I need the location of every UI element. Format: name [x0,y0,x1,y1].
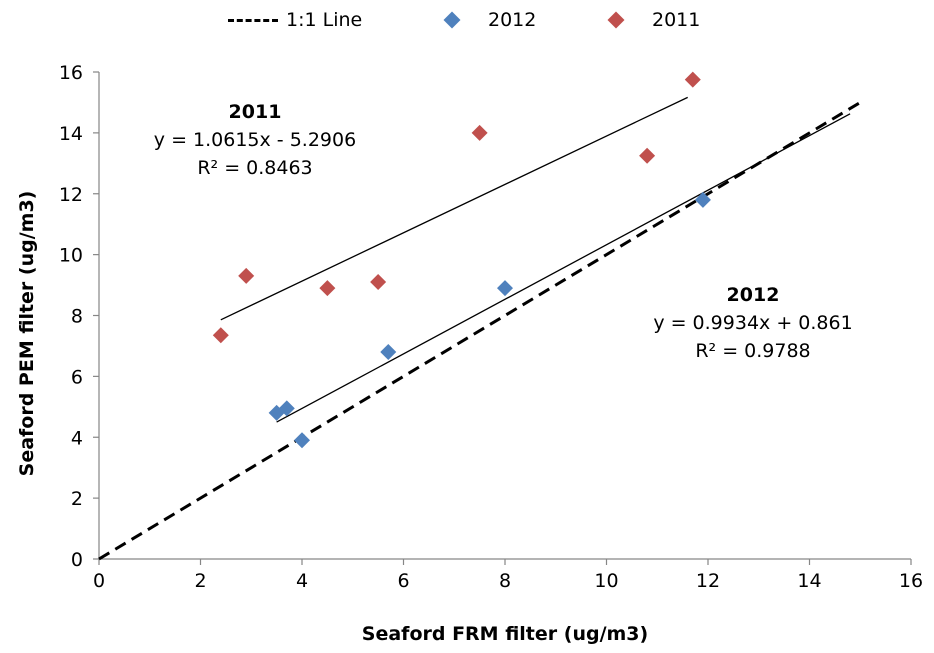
data-point-2011 [639,147,656,164]
x-tick-label: 12 [696,570,720,592]
legend-label-2011: 2011 [652,9,701,31]
x-tick-label: 4 [296,570,308,592]
data-point-2011 [212,327,229,344]
legend-label-1-1-line: 1:1 Line [286,9,363,31]
x-tick-label: 10 [594,570,618,592]
x-tick-label: 0 [93,570,105,592]
annotation-2011-equation: y = 1.0615x - 5.2906 [153,129,357,151]
red-diamond-icon [607,11,625,29]
x-tick-label: 6 [397,570,409,592]
annotation-2012-title: 2012 [726,284,780,306]
x-tick-label: 16 [899,570,923,592]
annotation-2012-equation: y = 0.9934x + 0.861 [653,312,853,334]
x-tick-label: 2 [194,570,206,592]
annotation-2011-r2: R² = 0.8463 [197,157,313,179]
y-tick-label: 0 [71,549,83,571]
legend-item-2012: 2012 [443,4,537,36]
blue-diamond-icon [443,11,461,29]
trendline-2012 [276,113,851,423]
legend-label-2012: 2012 [488,9,537,31]
annotation-2012-r2: R² = 0.9788 [695,340,811,362]
data-point-2011 [471,124,488,141]
annotation-2011-title: 2011 [228,101,282,123]
x-axis-title: Seaford FRM filter (ug/m3) [362,623,648,645]
y-tick-label: 4 [71,427,83,449]
y-tick-label: 12 [59,184,83,206]
data-point-2012 [278,400,295,417]
data-point-2011 [370,274,387,291]
data-point-2012 [497,280,513,297]
data-point-2011 [319,280,336,297]
trendline-2011 [220,96,688,321]
legend: 1:1 Line 2012 2011 [0,4,934,36]
annotation-2012: 2012 y = 0.9934x + 0.861 R² = 0.9788 [628,281,878,365]
y-tick-label: 10 [59,245,83,267]
legend-dashed-line-icon [228,18,278,22]
data-point-2012 [694,191,711,208]
data-point-2011 [684,71,701,88]
y-tick-label: 16 [59,62,83,84]
y-tick-label: 6 [71,366,83,388]
y-axis-title: Seaford PEM filter (ug/m3) [16,191,38,477]
data-point-2012 [294,432,310,449]
y-tick-label: 8 [71,306,83,328]
x-tick-label: 8 [499,570,511,592]
y-tick-label: 14 [59,123,83,145]
legend-item-2011: 2011 [607,4,701,36]
y-tick-label: 2 [71,488,83,510]
x-tick-label: 14 [797,570,821,592]
reference-1-1-line [98,101,862,561]
data-point-2012 [380,344,397,361]
annotation-2011: 2011 y = 1.0615x - 5.2906 R² = 0.8463 [130,98,380,182]
legend-item-1-1-line: 1:1 Line [228,4,362,36]
data-point-2011 [238,267,255,284]
